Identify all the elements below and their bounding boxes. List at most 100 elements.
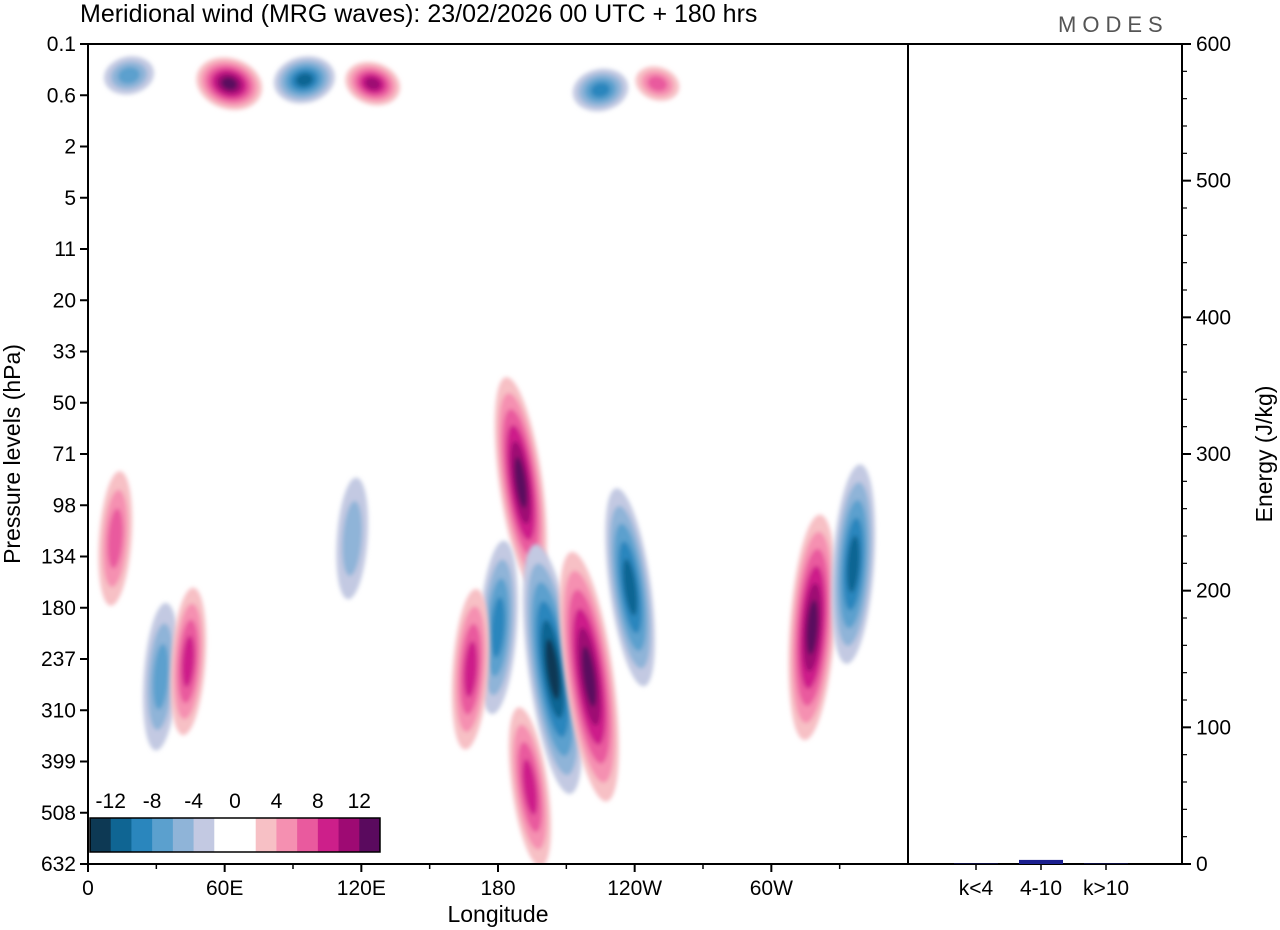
contour-band [847,535,860,593]
wind-anomaly [142,602,179,751]
y-tick-label: 310 [41,699,76,722]
wind-anomaly [196,57,263,110]
energy-tick-label: 300 [1196,443,1231,466]
y-tick-label: 33 [53,341,76,364]
colorbar-swatch [255,818,277,852]
colorbar-label: -12 [96,790,126,813]
y-tick-label: 20 [53,289,76,312]
colorbar-swatch [131,818,153,852]
energy-tick-label: 100 [1196,716,1231,739]
colorbar-swatch [152,818,174,852]
energy-cat-label: k<4 [959,877,994,900]
colorbar-label: 8 [312,790,324,813]
colorbar-swatch [172,818,195,852]
colorbar-swatch [276,818,298,852]
energy-tick-label: 400 [1196,306,1231,329]
colorbar-swatch [235,818,257,852]
contour-band [364,77,381,90]
chart-title: Meridional wind (MRG waves): 23/02/2026 … [80,0,757,28]
x-tick-label: 120E [337,877,386,900]
y-tick-label: 2 [64,136,76,159]
wind-anomaly [451,588,490,750]
energy-panel-frame [907,43,1183,865]
y-tick-label: 180 [41,597,76,620]
y-tick-label: 237 [41,648,76,671]
wind-anomaly [104,56,154,95]
contour-band [117,66,141,84]
y-axis-label: Pressure levels (hPa) [0,344,25,564]
wind-anomaly [788,514,837,741]
x-tick-label: 0 [82,877,94,900]
y-tick-label: 0.1 [47,33,76,56]
energy-bar [1019,859,1063,864]
colorbar-swatch [297,818,319,852]
wind-anomaly [508,707,552,864]
wind-anomaly [494,377,547,589]
colorbar-label: 0 [229,790,241,813]
y-tick-label: 0.6 [47,84,76,107]
y-tick-label: 98 [53,494,76,517]
colorbar-frame [89,817,381,853]
contour-band [342,500,363,576]
contour-band [545,638,560,700]
wind-anomaly [572,68,629,112]
energy-tick-label: 500 [1196,170,1231,193]
energy-tick-label: 200 [1196,580,1231,603]
colorbar-label: -4 [184,790,203,813]
colorbar-swatch [338,818,360,852]
wind-anomaly [559,551,619,802]
y-tick-label: 71 [53,443,76,466]
contour-band [491,597,505,658]
y-tick-label: 50 [53,392,76,415]
wind-anomaly [336,477,369,600]
contour-band [623,558,638,616]
wind-anomaly [98,471,133,606]
colorbar-swatch [317,818,340,852]
colorbar-swatch [110,818,132,852]
contour-band [806,600,819,655]
wind-anomaly [635,66,680,101]
y-tick-label: 5 [64,187,76,210]
y-tick-label: 632 [41,853,76,876]
x-tick-label: 180 [480,877,515,900]
pressure-axis: 0.1 0.6 2 5 11 20 33 50 71 98 134 180 237 310 399 508 63… [41,33,88,876]
y-tick-label: 399 [41,751,76,774]
contour-band [221,77,238,91]
x-axis-label: Longitude [447,901,548,927]
energy-tick-label: 0 [1196,853,1208,876]
colorbar-swatch [359,818,381,852]
wind-anomaly [522,544,583,795]
colorbar-label: -8 [143,790,162,813]
contour-band [514,457,528,509]
contour-band [647,75,668,92]
wind-anomaly [605,488,655,687]
colorbar-swatch [193,818,215,852]
energy-tick-label: 600 [1196,33,1231,56]
modes-logo: MODES [1058,12,1169,37]
wind-anomaly [170,587,207,736]
contour-band [295,73,314,87]
x-tick-label: 120W [607,877,662,900]
contour-band [581,646,597,707]
energy-axis-label: Energy (J/kg) [1251,386,1277,523]
contour-band [464,641,478,698]
wind-field [98,56,876,864]
y-tick-label: 134 [41,546,76,569]
colorbar-label: 12 [348,790,371,813]
contour-band [181,635,195,688]
wind-anomaly [831,464,876,664]
energy-cat-label: 4-10 [1020,877,1062,900]
energy-cat-label: k>10 [1083,877,1129,900]
wind-anomaly [273,56,335,104]
contour-band [590,82,611,98]
contour-band [107,508,123,569]
x-tick-label: 60W [750,877,793,900]
longitude-axis: 0 60E 120E 180 120W 60W [82,864,841,900]
contour-band [522,759,538,815]
colorbar-swatch [214,818,236,852]
y-tick-label: 11 [54,238,76,261]
colorbar: -12 -8 -4 0 4 8 12 [89,790,381,853]
y-tick-label: 508 [41,802,76,825]
energy-panel: 0 100 200 300 400 500 600 k<4 4-10 k>10 [954,33,1231,900]
